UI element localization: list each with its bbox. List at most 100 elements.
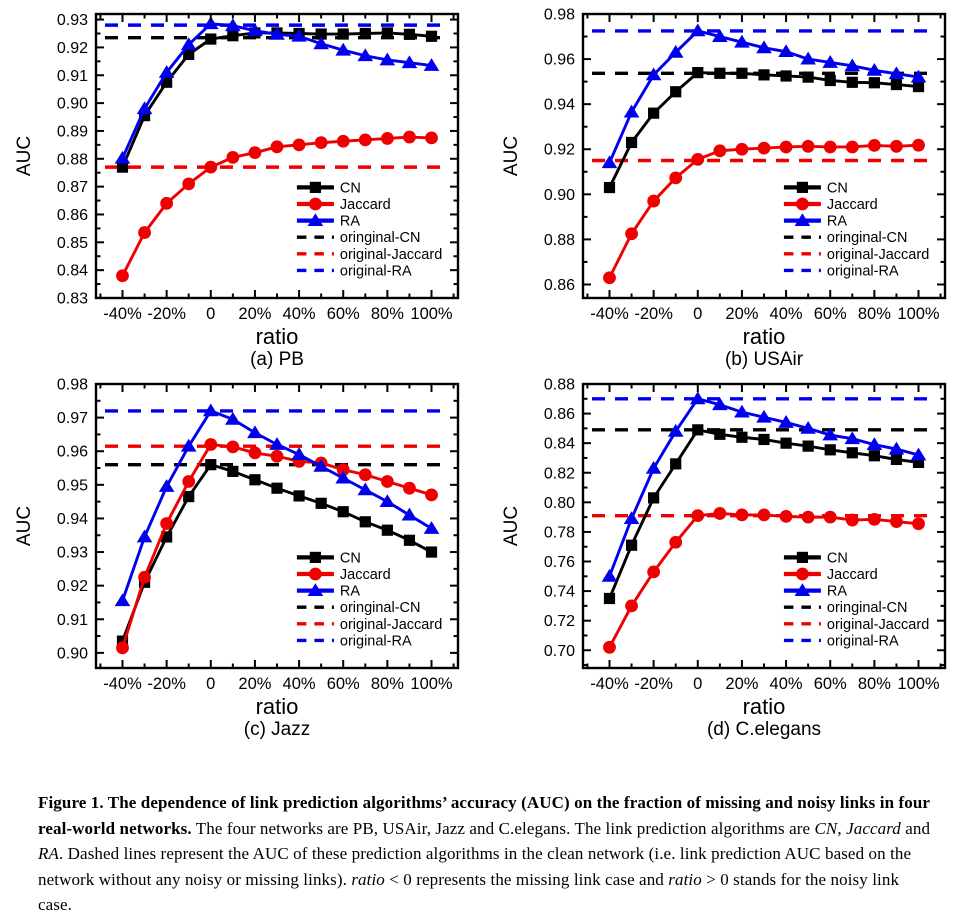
svg-text:0.85: 0.85 (57, 235, 88, 252)
svg-text:0: 0 (206, 675, 215, 693)
svg-text:original-RA: original-RA (340, 263, 412, 279)
series-Jaccard (116, 438, 438, 655)
svg-text:0.91: 0.91 (57, 612, 88, 629)
svg-text:0.84: 0.84 (57, 263, 88, 280)
svg-text:0.92: 0.92 (57, 40, 88, 57)
axis-tick-labels: -40% -20% 0 20% 40% 60% 80% 100% 0.86 0.88 0.90 0.9… (544, 7, 940, 324)
svg-text:0.70: 0.70 (544, 643, 575, 660)
svg-text:40%: 40% (770, 675, 803, 693)
svg-text:0.87: 0.87 (57, 179, 88, 196)
svg-text:0.90: 0.90 (544, 187, 575, 204)
y-axis-label: AUC (501, 136, 522, 176)
svg-text:0.96: 0.96 (544, 52, 575, 69)
svg-text:0.92: 0.92 (57, 578, 88, 595)
panel-title: (a) PB (250, 349, 304, 370)
svg-text:20%: 20% (238, 305, 271, 323)
axis-ticks (583, 383, 945, 668)
svg-text:0: 0 (206, 305, 215, 323)
svg-text:original-RA: original-RA (827, 633, 899, 649)
x-axis-label: ratio (256, 324, 299, 349)
series-CN (603, 67, 925, 194)
svg-text:0.92: 0.92 (544, 142, 575, 159)
series-RA (114, 16, 440, 164)
svg-text:20%: 20% (238, 675, 271, 693)
svg-text:0.88: 0.88 (544, 377, 575, 394)
caption-segment: and (900, 818, 931, 838)
svg-text:0.93: 0.93 (57, 545, 88, 562)
svg-text:60%: 60% (327, 305, 360, 323)
panel-title: (d) C.elegans (707, 719, 821, 740)
series-Jaccard (603, 138, 925, 285)
legend: CNJaccardRAoringinal-CNoriginal-Jaccardo… (783, 180, 929, 279)
svg-text:oringinal-CN: oringinal-CN (827, 600, 908, 616)
legend: CNJaccardRAoringinal-CNoriginal-Jaccardo… (783, 550, 929, 649)
series-Jaccard (116, 130, 438, 283)
axis-ticks (583, 13, 945, 298)
svg-text:0.90: 0.90 (57, 645, 88, 662)
svg-text:0.90: 0.90 (57, 96, 88, 113)
panel-title: (c) Jazz (244, 719, 311, 740)
svg-text:0.95: 0.95 (57, 477, 88, 494)
svg-text:CN: CN (827, 180, 848, 196)
caption-segment: CN (814, 818, 838, 838)
svg-text:0.94: 0.94 (57, 511, 88, 528)
panel-title: (b) USAir (725, 349, 804, 370)
caption-segment: RA (38, 844, 59, 863)
svg-text:0.98: 0.98 (57, 377, 88, 394)
svg-text:0.98: 0.98 (544, 7, 575, 24)
svg-text:80%: 80% (858, 675, 891, 693)
svg-text:0.96: 0.96 (57, 444, 88, 461)
svg-text:80%: 80% (371, 675, 404, 693)
svg-text:0.89: 0.89 (57, 123, 88, 140)
svg-text:original-RA: original-RA (827, 263, 899, 279)
svg-text:0.88: 0.88 (57, 151, 88, 168)
axis-tick-labels: -40% -20% 0 20% 40% 60% 80% 100% 0.83 0.84 0.85 0.8… (57, 12, 453, 323)
svg-text:-20%: -20% (634, 675, 673, 693)
svg-text:0.86: 0.86 (57, 207, 88, 224)
svg-text:oringinal-CN: oringinal-CN (340, 600, 421, 616)
series-CN (603, 424, 925, 605)
chart-b: -40% -20% 0 20% 40% 60% 80% 100% 0.86 0.88 0.90 0.9… (501, 7, 947, 370)
series-RA (601, 391, 927, 582)
x-axis-label: ratio (743, 694, 786, 719)
svg-text:40%: 40% (770, 305, 803, 323)
svg-text:0.80: 0.80 (544, 495, 575, 512)
svg-text:Jaccard: Jaccard (340, 567, 391, 583)
svg-text:0.97: 0.97 (57, 410, 88, 427)
svg-text:0.72: 0.72 (544, 613, 575, 630)
svg-text:0: 0 (693, 675, 702, 693)
svg-text:Jaccard: Jaccard (827, 567, 878, 583)
svg-text:60%: 60% (814, 675, 847, 693)
y-axis-label: AUC (501, 506, 522, 546)
svg-text:0.82: 0.82 (544, 465, 575, 482)
svg-text:RA: RA (340, 584, 360, 600)
caption-segment: < 0 represents the missing link case and (384, 869, 669, 889)
series-RA (601, 23, 927, 169)
svg-text:0.86: 0.86 (544, 406, 575, 423)
chart-a: -40% -20% 0 20% 40% 60% 80% 100% 0.83 0.84 0.85 0.8… (14, 12, 460, 370)
svg-text:20%: 20% (725, 675, 758, 693)
series-RA (114, 403, 440, 607)
svg-text:20%: 20% (725, 305, 758, 323)
figure-caption: Figure 1. The dependence of link predict… (38, 790, 937, 918)
legend: CNJaccardRAoringinal-CNoriginal-Jaccardo… (296, 180, 442, 279)
svg-text:40%: 40% (283, 675, 316, 693)
svg-text:-40%: -40% (103, 675, 142, 693)
caption-segment: Figure 1. The dependence of link predict… (38, 793, 930, 838)
axis-ticks (96, 14, 458, 299)
chart-d: -40% -20% 0 20% 40% 60% 80% 100% 0.70 0.72 0.74 0.7… (501, 377, 947, 740)
svg-text:100%: 100% (410, 675, 453, 693)
caption-segment: The four networks are PB, USAir, Jazz an… (191, 818, 815, 838)
chart-panel-b: -40% -20% 0 20% 40% 60% 80% 100% 0.86 0.88 0.90 0.9… (487, 2, 973, 370)
y-axis-label: AUC (14, 136, 35, 176)
svg-text:CN: CN (827, 550, 848, 566)
svg-text:80%: 80% (371, 305, 404, 323)
svg-text:-20%: -20% (147, 675, 186, 693)
series-CN (116, 459, 438, 647)
svg-text:CN: CN (340, 550, 361, 566)
axis-tick-labels: -40% -20% 0 20% 40% 60% 80% 100% 0.70 0.72 0.74 0.7… (544, 377, 940, 694)
svg-text:oringinal-CN: oringinal-CN (340, 230, 421, 246)
x-axis-label: ratio (256, 694, 299, 719)
legend: CNJaccardRAoringinal-CNoriginal-Jaccardo… (296, 550, 442, 649)
chart-panel-d: -40% -20% 0 20% 40% 60% 80% 100% 0.70 0.72 0.74 0.7… (487, 372, 973, 764)
